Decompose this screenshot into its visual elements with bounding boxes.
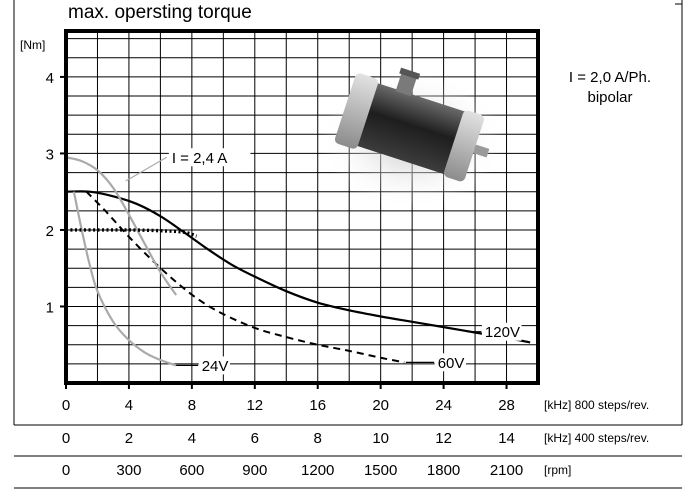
annotation-leader [125, 156, 167, 182]
annotation-label: 24V [202, 358, 229, 375]
annotation-label: 60V [438, 355, 465, 372]
x-tick-label: 8 [188, 397, 196, 414]
x-axis-unit-label: [kHz] 800 steps/rev. [544, 398, 649, 412]
annotation-layer: I = 2,4 A 24V 60V 120V [125, 148, 522, 375]
series-line [65, 190, 531, 344]
annotation-background [198, 356, 230, 375]
x-tick-label: 4 [125, 397, 133, 414]
y-tick-label: 1 [46, 299, 54, 316]
series-line [66, 228, 198, 238]
chart-title: max. opersting torque [68, 2, 252, 23]
x-tick-label: 0 [62, 430, 70, 447]
annotation-label: I = 2,4 A [172, 150, 227, 167]
x-tick-label: 2100 [490, 462, 523, 479]
current-info: I = 2,0 A/Ph. bipolar [540, 68, 680, 108]
x-tick-label: 0 [62, 397, 70, 414]
x-tick-label: 24 [435, 397, 452, 414]
x-tick-label: 600 [179, 462, 204, 479]
current-info-line-2: bipolar [587, 89, 633, 106]
y-axis-label: [Nm] [20, 38, 46, 52]
plot-border [64, 29, 540, 385]
series-layer [65, 156, 531, 367]
x-tick-label: 16 [309, 397, 326, 414]
annotation-background [481, 322, 522, 341]
y-tick-label: 2 [46, 223, 54, 240]
y-tick-label: 4 [46, 70, 54, 87]
x-tick-label: 900 [242, 462, 267, 479]
x-axis-scales: 0 4 8 12 16 20 24 28 [kHz] 800 steps/rev.0 2 4 6 8 10… [62, 383, 649, 479]
stepper-motor-photo-icon [320, 67, 504, 210]
series-line [85, 190, 405, 364]
x-tick-label: 20 [372, 397, 389, 414]
y-axis: 1 2 3 4 [46, 70, 66, 316]
x-axis-unit-label: [rpm] [544, 463, 571, 477]
x-tick-label: 1200 [301, 462, 334, 479]
x-tick-label: 4 [188, 430, 196, 447]
x-tick-label: 12 [435, 430, 452, 447]
annotation-label: 120V [485, 324, 520, 341]
x-tick-label: 300 [116, 462, 141, 479]
x-tick-label: 1800 [427, 462, 460, 479]
y-tick-label: 3 [46, 146, 54, 163]
x-tick-label: 6 [251, 430, 259, 447]
annotation-background [434, 353, 466, 372]
series-line [72, 191, 177, 367]
x-tick-label: 1500 [364, 462, 397, 479]
x-tick-label: 12 [246, 397, 263, 414]
annotation-background [168, 148, 251, 167]
x-tick-label: 8 [314, 430, 322, 447]
x-tick-label: 14 [498, 430, 515, 447]
x-tick-label: 10 [372, 430, 389, 447]
current-info-line-1: I = 2,0 A/Ph. [568, 69, 652, 86]
x-axis-unit-label: [kHz] 400 steps/rev. [544, 431, 649, 445]
x-tick-label: 28 [498, 397, 515, 414]
x-tick-label: 0 [62, 462, 70, 479]
series-line [65, 156, 178, 296]
x-tick-label: 2 [125, 430, 133, 447]
